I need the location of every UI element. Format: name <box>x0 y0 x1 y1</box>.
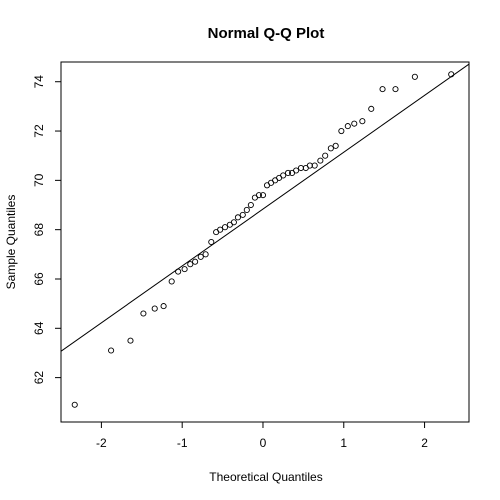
data-point <box>322 152 329 159</box>
data-point <box>247 201 254 209</box>
qq-reference-line <box>61 63 469 352</box>
data-point <box>368 105 375 112</box>
data-point <box>160 303 167 310</box>
y-tick-label: 62 <box>32 371 46 385</box>
x-tick-label: -1 <box>177 436 188 450</box>
data-point <box>168 278 175 285</box>
data-point <box>243 206 250 213</box>
data-point <box>230 219 237 226</box>
x-axis-label: Theoretical Quantiles <box>209 470 322 484</box>
x-tick-label: -2 <box>96 436 107 450</box>
data-point <box>448 71 455 78</box>
y-axis-label: Sample Quantiles <box>4 195 18 290</box>
data-point <box>208 238 215 246</box>
data-point <box>140 310 147 317</box>
data-point <box>181 266 188 273</box>
y-tick-label: 66 <box>32 272 46 286</box>
data-point <box>217 226 224 233</box>
data-point <box>359 118 366 125</box>
data-point <box>197 253 204 260</box>
data-point <box>239 211 246 218</box>
data-point <box>175 268 182 275</box>
data-point <box>317 157 324 164</box>
data-point <box>192 258 199 265</box>
data-point <box>127 337 134 344</box>
data-point <box>187 261 194 268</box>
x-tick-label: 1 <box>340 436 347 450</box>
data-point <box>332 142 339 149</box>
plot-frame <box>60 61 470 423</box>
data-point <box>392 86 399 93</box>
data-point <box>108 347 115 354</box>
data-point <box>284 169 292 177</box>
y-tick-label: 64 <box>32 321 46 335</box>
data-point <box>151 305 158 312</box>
data-point <box>327 145 334 152</box>
data-point <box>202 251 209 258</box>
data-point <box>379 86 386 93</box>
data-point <box>344 123 351 130</box>
data-point <box>234 214 241 221</box>
data-point <box>351 120 358 127</box>
y-tick-label: 74 <box>32 75 46 89</box>
chart-title: Normal Q-Q Plot <box>208 25 325 42</box>
data-point <box>221 224 229 231</box>
data-point <box>259 192 267 199</box>
data-point <box>311 162 318 169</box>
data-point <box>338 127 345 135</box>
y-tick-label: 70 <box>32 173 46 187</box>
x-tick-label: 0 <box>260 436 267 450</box>
data-point <box>255 192 262 199</box>
data-point <box>293 167 300 174</box>
plot-layer: -2 -1 0 1 2 62 64 66 68 70 72 74 <box>32 63 469 450</box>
y-tick-label: 72 <box>32 124 46 138</box>
data-point <box>71 401 78 408</box>
y-tick-label: 68 <box>32 223 46 237</box>
data-point <box>411 73 418 80</box>
x-tick-label: 2 <box>421 436 428 450</box>
data-point <box>280 172 287 179</box>
